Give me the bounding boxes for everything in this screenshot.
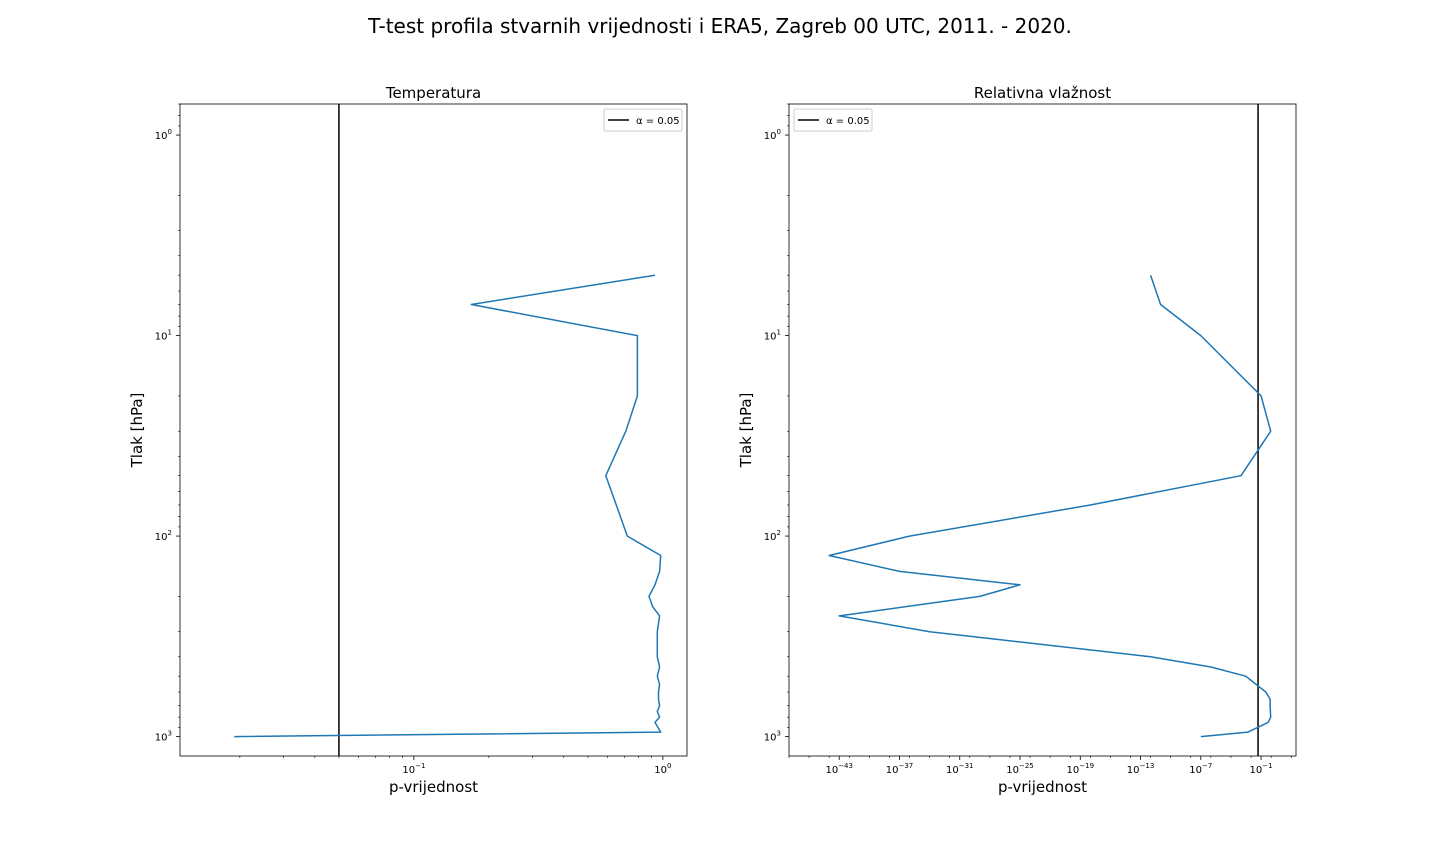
x-tick-label: 10−1 <box>402 762 425 776</box>
legend-box <box>793 108 873 132</box>
axes-frame <box>788 103 1297 757</box>
y-tick-label: 103 <box>764 730 781 744</box>
x-tick-label: 10−37 <box>886 762 914 776</box>
y-minor-ticks <box>178 103 180 728</box>
y-tick-label: 103 <box>155 730 172 744</box>
y-axis-label: Tlak [hPa] <box>737 393 755 469</box>
x-tick-label: 10−43 <box>825 762 853 776</box>
y-tick-label: 101 <box>764 329 781 343</box>
legend-label: α = 0.05 <box>636 116 680 127</box>
y-tick-label: 100 <box>155 128 172 142</box>
legend: α = 0.05 <box>793 108 873 132</box>
y-tick-label: 102 <box>764 529 781 543</box>
panel-temperatura: Temperatura 10−1 100 100 101 102 103 p-vrijedno… <box>128 84 688 796</box>
y-axis-label: Tlak [hPa] <box>128 393 146 469</box>
x-tick-label: 10−13 <box>1127 762 1155 776</box>
panel-title: Temperatura <box>385 84 481 102</box>
x-tick-label: 10−1 <box>1250 762 1273 776</box>
plot-area <box>828 104 1272 756</box>
legend-label: α = 0.05 <box>826 116 870 127</box>
y-tick-label: 100 <box>764 128 781 142</box>
x-tick-label: 100 <box>654 762 671 776</box>
legend: α = 0.05 <box>603 108 683 132</box>
x-tick-label: 10−25 <box>1006 762 1034 776</box>
x-tick-label: 10−7 <box>1189 762 1212 776</box>
x-axis-label: p-vrijednost <box>998 778 1087 796</box>
plot-area <box>234 104 662 756</box>
x-tick-label: 10−19 <box>1067 762 1095 776</box>
series-line <box>828 274 1272 738</box>
y-tick-label: 101 <box>155 329 172 343</box>
axes-frame <box>179 103 688 757</box>
legend-box <box>603 108 683 132</box>
x-tick-label: 10−31 <box>946 762 974 776</box>
x-axis-label: p-vrijednost <box>389 778 478 796</box>
series-line <box>234 274 662 738</box>
panel-relativna-vlaznost: Relativna vlažnost 10−43 10−37 10−31 10−25 10… <box>737 84 1297 796</box>
panel-title: Relativna vlažnost <box>974 84 1111 102</box>
y-tick-label: 102 <box>155 529 172 543</box>
figure-suptitle: T-test profila stvarnih vrijednosti i ER… <box>367 14 1072 38</box>
